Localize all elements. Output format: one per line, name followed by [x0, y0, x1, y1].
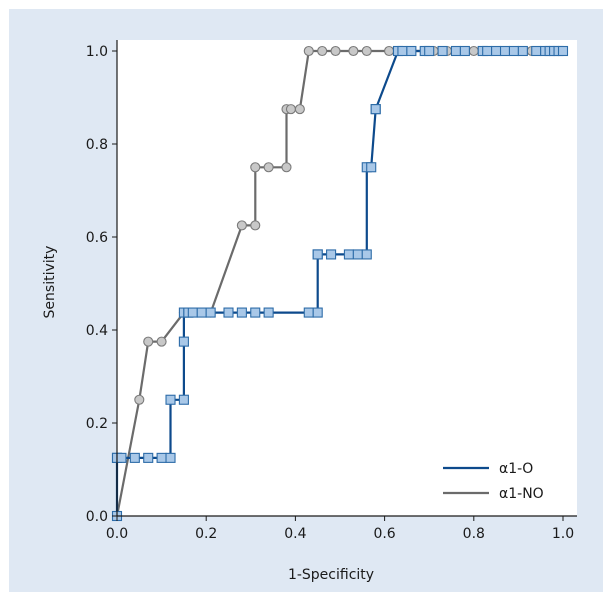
data-point-square — [178, 336, 189, 347]
y-tick-label: 0.6 — [86, 230, 108, 246]
data-point-circle — [330, 45, 341, 57]
data-point-square — [312, 249, 323, 260]
legend-label-0: α1-O — [499, 461, 533, 477]
data-point-square — [491, 45, 502, 57]
x-tick-label: 0.4 — [284, 526, 306, 542]
data-point-square — [406, 45, 417, 57]
y-tick-label: 0.2 — [86, 416, 108, 432]
data-point-circle — [156, 336, 167, 347]
data-point-square — [187, 307, 198, 318]
data-point-circle — [468, 45, 479, 57]
data-point-circle — [384, 45, 395, 57]
data-point-square — [557, 45, 569, 57]
data-point-square — [156, 452, 167, 463]
data-point-circle — [263, 162, 274, 173]
y-tick-label: 0.8 — [86, 137, 108, 153]
data-point-square — [223, 307, 234, 318]
data-point-square — [343, 249, 354, 260]
data-point-square — [366, 162, 377, 173]
x-tick-label: 0.2 — [195, 526, 217, 542]
data-point-square — [196, 307, 207, 318]
plot-area — [117, 40, 577, 516]
data-point-square — [250, 307, 261, 318]
data-point-square — [263, 307, 274, 318]
data-point-square — [459, 45, 470, 57]
data-point-circle — [236, 220, 247, 231]
y-tick-label: 0.4 — [86, 323, 108, 339]
x-tick-label: 1.0 — [552, 526, 574, 542]
data-point-square — [361, 249, 372, 260]
data-point-square — [178, 394, 189, 405]
data-point-circle — [317, 45, 328, 57]
data-point-square — [517, 45, 528, 57]
y-tick-label: 0.0 — [86, 509, 108, 525]
axes-layer: 0.0 0.2 0.4 0.6 0.8 1.0 0.0 0.2 0.4 0.6 0.8 1.0 — [86, 40, 577, 542]
data-point-square — [397, 45, 408, 57]
data-point-circle — [361, 45, 372, 57]
data-point-square — [482, 45, 493, 57]
data-point-square — [508, 45, 519, 57]
data-point-square — [116, 452, 127, 463]
x-tick-label: 0.0 — [106, 526, 128, 542]
data-point-circle — [348, 45, 359, 57]
data-point-circle — [250, 220, 261, 231]
data-point-square — [531, 45, 542, 57]
data-point-circle — [294, 104, 305, 115]
x-tick-label: 0.6 — [373, 526, 395, 542]
data-point-square — [143, 452, 154, 463]
x-tick-label: 0.8 — [463, 526, 485, 542]
series-layer — [111, 45, 569, 522]
data-point-square — [499, 45, 511, 57]
data-point-square — [205, 307, 216, 318]
data-point-circle — [250, 162, 261, 173]
data-point-square — [129, 452, 140, 463]
legend: α1-O α1-NO — [443, 461, 544, 502]
x-axis-label: 1-Specificity — [288, 567, 374, 583]
data-point-circle — [285, 104, 296, 115]
data-point-square — [352, 249, 363, 260]
data-point-square — [450, 45, 462, 57]
data-point-square — [326, 249, 337, 260]
y-axis-label: Sensitivity — [42, 246, 58, 319]
data-point-square — [370, 104, 381, 115]
data-point-square — [312, 307, 323, 318]
legend-label-1: α1-NO — [499, 486, 544, 502]
data-point-circle — [303, 45, 314, 57]
data-point-square — [303, 307, 314, 318]
data-point-circle — [134, 394, 145, 405]
data-point-circle — [281, 162, 292, 173]
data-point-square — [236, 307, 247, 318]
data-point-square — [437, 45, 448, 57]
y-tick-label: 1.0 — [86, 44, 108, 60]
data-point-square — [165, 452, 176, 463]
data-point-square — [424, 45, 435, 57]
data-point-circle — [143, 336, 154, 347]
data-point-square — [165, 394, 176, 405]
